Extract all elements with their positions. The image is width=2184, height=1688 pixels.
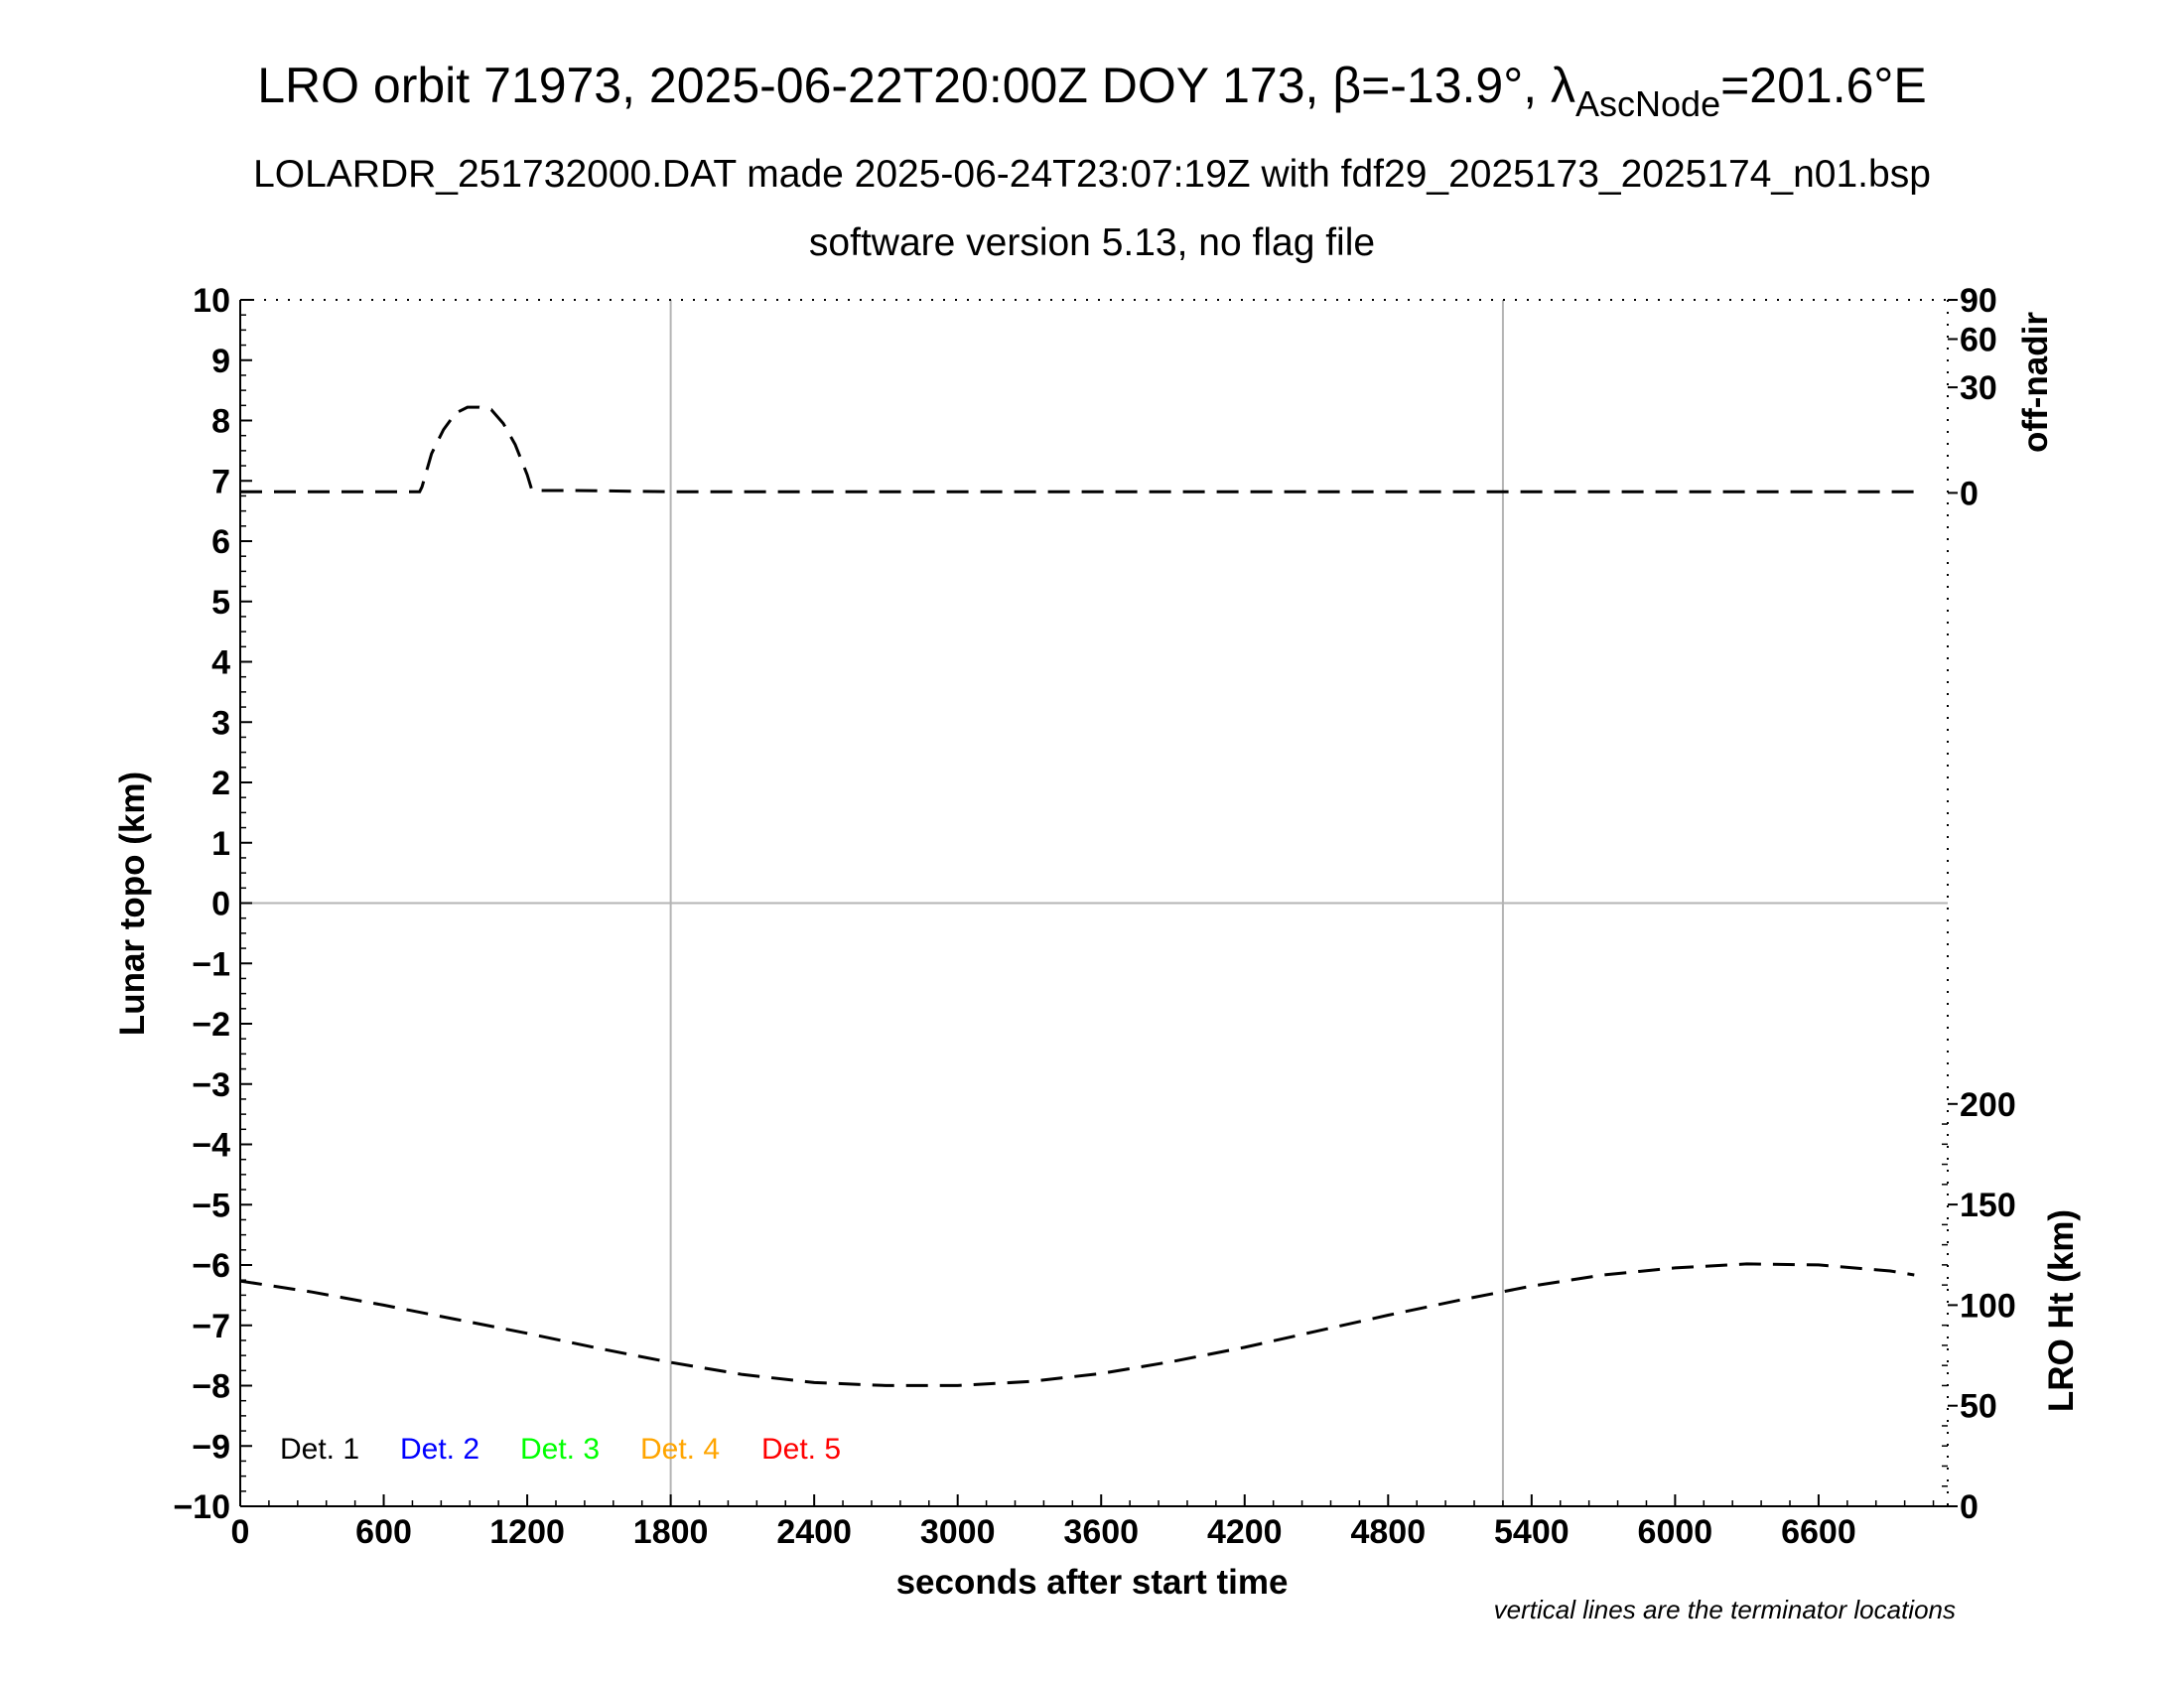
x-tick-label: 1200 [489, 1513, 565, 1551]
x-tick-label: 0 [231, 1513, 250, 1551]
y-tick-label: −6 [192, 1247, 230, 1285]
y-tick-label: −3 [192, 1066, 230, 1104]
y-tick-label: 9 [211, 343, 230, 380]
detector-legend: Det. 1 Det. 2 Det. 3 Det. 4 Det. 5 [280, 1433, 841, 1466]
y-tick-label: 4 [211, 644, 230, 682]
legend-entry: Det. 2 [400, 1433, 479, 1466]
x-tick-label: 5400 [1494, 1513, 1570, 1551]
series-off-nadir [240, 405, 1915, 493]
y-tick-label: 7 [211, 463, 230, 500]
x-axis-label: seconds after start time [896, 1563, 1289, 1602]
y-tick-label: −2 [192, 1006, 230, 1044]
x-tick-label: 600 [355, 1513, 412, 1551]
x-tick-label: 3000 [920, 1513, 996, 1551]
y-tick-label: 6 [211, 523, 230, 561]
x-tick-label: 4800 [1350, 1513, 1426, 1551]
terminator-note: vertical lines are the terminator locati… [1494, 1595, 1956, 1624]
y-tick-label: −4 [192, 1127, 230, 1165]
x-axis-ticks: 0 600 1200 1800 2400 3000 3600 4200 4800 5400 6000… [231, 1494, 1935, 1551]
off-nadir-tick-label: 90 [1960, 282, 1997, 320]
y-tick-label: −8 [192, 1368, 230, 1406]
x-tick-label: 6000 [1638, 1513, 1713, 1551]
lro-ht-tick-label: 50 [1960, 1388, 1997, 1426]
series-lro-ht [239, 1262, 1915, 1387]
lro-ht-tick-label: 150 [1960, 1187, 2016, 1224]
lro-ht-tick-label: 0 [1960, 1488, 1979, 1526]
legend-entry: Det. 4 [640, 1433, 720, 1466]
grid-lines [240, 300, 1948, 1506]
y-tick-label: 3 [211, 704, 230, 742]
y-tick-label: 1 [211, 825, 230, 863]
legend-entry: Det. 5 [761, 1433, 841, 1466]
off-nadir-tick-label: 30 [1960, 369, 1997, 407]
chart-subtitle-file: LOLARDR_251732000.DAT made 2025-06-24T23… [253, 153, 1931, 196]
lro-ht-axis-label: LRO Ht (km) [2042, 1209, 2081, 1412]
chart-title: LRO orbit 71973, 2025-06-22T20:00Z DOY 1… [257, 58, 1927, 124]
x-tick-label: 6600 [1781, 1513, 1856, 1551]
y-tick-label: −1 [192, 945, 230, 983]
lro-ht-tick-label: 100 [1960, 1287, 2016, 1325]
off-nadir-tick-label: 0 [1960, 475, 1979, 512]
x-tick-label: 1800 [633, 1513, 709, 1551]
off-nadir-axis-label: off-nadir [2016, 312, 2055, 453]
x-tick-label: 3600 [1063, 1513, 1139, 1551]
y-tick-label: 2 [211, 765, 230, 802]
legend-entry: Det. 1 [280, 1433, 359, 1466]
lro-ht-tick-label: 200 [1960, 1086, 2016, 1124]
x-tick-label: 2400 [776, 1513, 852, 1551]
y-tick-label: −9 [192, 1428, 230, 1466]
chart-subtitle-version: software version 5.13, no flag file [809, 221, 1375, 264]
y-tick-label: 5 [211, 584, 230, 622]
y-tick-label: −10 [173, 1488, 230, 1526]
x-tick-label: 4200 [1207, 1513, 1283, 1551]
y-tick-label: −5 [192, 1187, 230, 1224]
y-tick-label: 8 [211, 403, 230, 441]
data-series [239, 405, 1915, 1387]
y-tick-label: −7 [192, 1308, 230, 1345]
chart-titles: LRO orbit 71973, 2025-06-22T20:00Z DOY 1… [253, 58, 1931, 264]
y-tick-label: 10 [193, 282, 230, 320]
y-tick-label: 0 [211, 886, 230, 923]
off-nadir-tick-label: 60 [1960, 321, 1997, 358]
legend-entry: Det. 3 [520, 1433, 600, 1466]
y-axis-label: Lunar topo (km) [113, 772, 152, 1036]
